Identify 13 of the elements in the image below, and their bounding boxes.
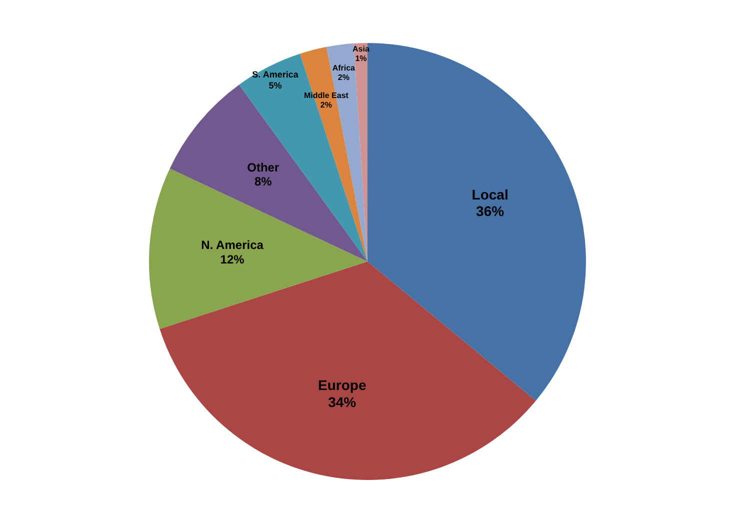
slice-label: Local (472, 186, 508, 202)
slice-label: Europe (318, 377, 366, 394)
data-label: 2% (320, 100, 332, 110)
data-label: 2% (338, 72, 350, 82)
data-label: 1% (355, 54, 367, 64)
data-label: 5% (268, 80, 282, 90)
data-label: 12% (220, 252, 245, 267)
slice-label: Africa (332, 63, 356, 72)
slice-label: N. America (201, 238, 264, 252)
data-label: 36% (476, 203, 505, 220)
slice-label: Other (247, 160, 280, 174)
data-label: 8% (254, 174, 272, 189)
data-label: 34% (328, 394, 357, 410)
